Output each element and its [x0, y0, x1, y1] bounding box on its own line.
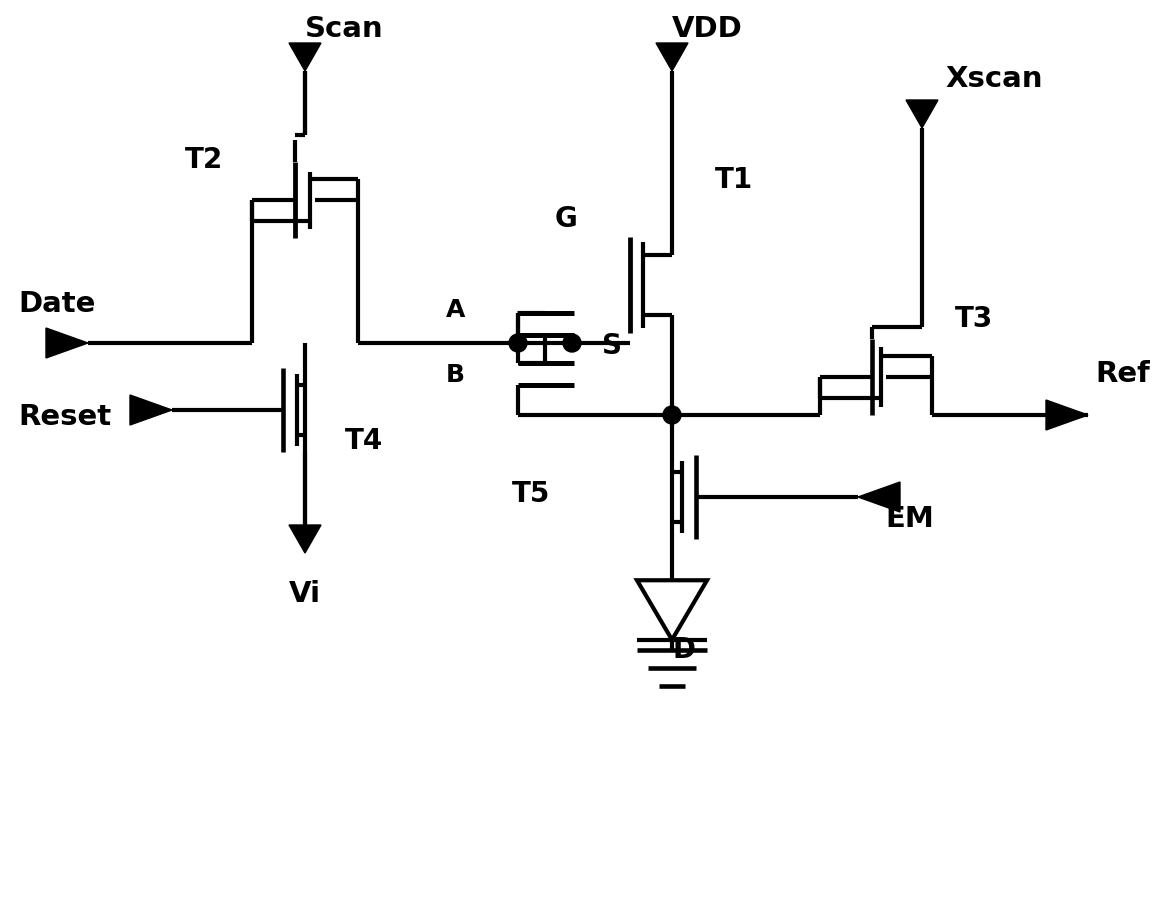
Text: T1: T1	[715, 166, 753, 194]
Text: Ref: Ref	[1095, 360, 1150, 388]
Circle shape	[563, 334, 581, 352]
Polygon shape	[656, 43, 688, 71]
Circle shape	[663, 406, 681, 424]
Text: G: G	[555, 205, 577, 233]
Text: T4: T4	[345, 427, 383, 455]
Text: EM: EM	[886, 505, 934, 533]
Polygon shape	[858, 482, 900, 512]
Polygon shape	[131, 395, 172, 425]
Text: T3: T3	[955, 305, 994, 333]
Polygon shape	[637, 580, 707, 640]
Text: Date: Date	[18, 290, 95, 318]
Text: T2: T2	[185, 146, 223, 174]
Text: Scan: Scan	[305, 15, 383, 43]
Text: A: A	[446, 298, 465, 322]
Text: VDD: VDD	[671, 15, 743, 43]
Polygon shape	[1045, 400, 1088, 430]
Text: S: S	[602, 332, 622, 360]
Polygon shape	[906, 100, 938, 128]
Polygon shape	[46, 328, 88, 358]
Text: B: B	[446, 363, 465, 387]
Circle shape	[509, 334, 527, 352]
Text: Xscan: Xscan	[946, 65, 1042, 93]
Text: T5: T5	[512, 480, 550, 508]
Text: D: D	[671, 636, 695, 664]
Text: Vi: Vi	[289, 580, 321, 608]
Text: Reset: Reset	[18, 403, 111, 431]
Polygon shape	[289, 43, 321, 71]
Polygon shape	[289, 525, 321, 553]
